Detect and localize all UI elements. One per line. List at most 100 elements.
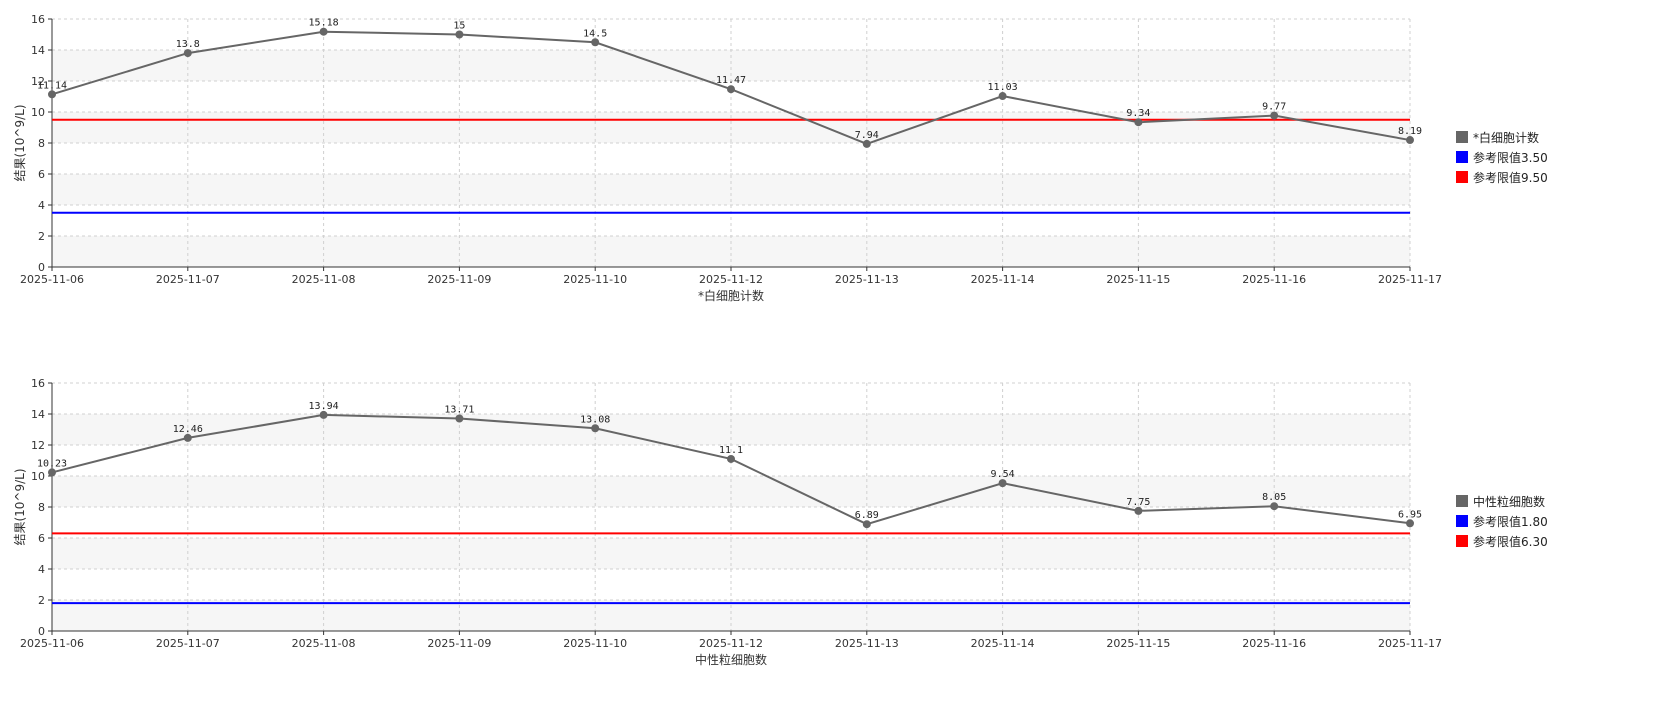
data-label: 13.08 <box>580 414 610 425</box>
data-point <box>455 30 464 39</box>
x-tick-label: 2025-11-17 <box>1378 273 1442 286</box>
data-label: 11.14 <box>37 80 67 91</box>
y-tick-label: 2 <box>38 594 45 607</box>
x-tick-label: 2025-11-08 <box>292 273 356 286</box>
data-point <box>183 433 192 442</box>
y-tick-label: 16 <box>31 377 45 390</box>
data-label: 9.34 <box>1126 108 1150 119</box>
y-tick-label: 6 <box>38 168 45 181</box>
legend-swatch <box>1456 535 1468 547</box>
data-point <box>591 424 600 433</box>
data-label: 8.05 <box>1262 492 1286 503</box>
data-label: 7.94 <box>855 130 879 141</box>
data-label: 11.47 <box>716 75 746 86</box>
x-tick-label: 2025-11-16 <box>1242 273 1306 286</box>
x-tick-label: 2025-11-07 <box>156 637 220 650</box>
y-tick-label: 12 <box>31 75 45 88</box>
data-label: 11.1 <box>719 445 743 456</box>
x-tick-label: 2025-11-10 <box>563 273 627 286</box>
x-tick-label: 2025-11-13 <box>835 637 899 650</box>
x-axis-title: 中性粒细胞数 <box>695 652 767 667</box>
y-tick-label: 2 <box>38 230 45 243</box>
x-tick-label: 2025-11-13 <box>835 273 899 286</box>
data-label: 8.19 <box>1398 126 1422 137</box>
y-tick-label: 12 <box>31 439 45 452</box>
legend-label: 参考限值1.80 <box>1473 514 1548 529</box>
data-point <box>591 38 600 47</box>
data-point <box>1134 118 1143 127</box>
data-point <box>1270 111 1279 120</box>
data-label: 15.18 <box>309 18 339 29</box>
data-point <box>455 414 464 423</box>
y-tick-label: 14 <box>31 408 45 421</box>
data-label: 13.8 <box>176 39 200 50</box>
legend-label: 参考限值6.30 <box>1473 534 1548 549</box>
wbc-chart: 0 2 4 6 8 10 12 14 16 2025-11-06 2025-11-07 2025-11… <box>13 13 1548 303</box>
data-label: 9.77 <box>1262 102 1286 113</box>
legend-swatch <box>1456 495 1468 507</box>
data-point <box>727 454 735 463</box>
y-tick-label: 10 <box>31 106 45 119</box>
wbc-chart-svg: 0 2 4 6 8 10 12 14 16 2025-11-06 2025-11-07 2025-11… <box>13 13 1548 303</box>
data-label: 11.03 <box>988 82 1018 93</box>
data-point <box>998 479 1007 488</box>
data-point <box>862 139 871 148</box>
data-label: 6.95 <box>1398 509 1422 520</box>
legend-swatch <box>1456 151 1468 163</box>
legend-label: *白细胞计数 <box>1473 130 1539 145</box>
y-tick-label: 8 <box>38 137 45 150</box>
y-tick-label: 16 <box>31 13 45 26</box>
series-group: 11.14 13.8 15.18 15 14.5 11.47 7.94 11.03 9.34 9.… <box>37 18 1422 148</box>
x-tick-label: 2025-11-06 <box>20 273 84 286</box>
x-tick-label: 2025-11-14 <box>971 637 1035 650</box>
axes: 0 2 4 6 8 10 12 14 16 2025-11-06 2025-11-07 2025-11… <box>20 13 1442 286</box>
series-group: 10.23 12.46 13.94 13.71 13.08 11.1 6.89 9.54 7.7… <box>37 401 1422 529</box>
reference-lines <box>52 532 1410 605</box>
data-label: 13.94 <box>309 401 339 412</box>
data-point <box>727 85 735 94</box>
x-tick-label: 2025-11-17 <box>1378 637 1442 650</box>
x-tick-label: 2025-11-16 <box>1242 637 1306 650</box>
data-label: 6.89 <box>855 510 879 521</box>
x-tick-label: 2025-11-06 <box>20 637 84 650</box>
data-point <box>183 49 192 58</box>
neutrophil-chart: 0 2 4 6 8 10 12 14 16 2025-11-06 2025-11-07 2025-11… <box>0 364 1653 728</box>
data-label: 10.23 <box>37 458 67 469</box>
legend-label: 参考限值9.50 <box>1473 170 1548 185</box>
data-point <box>48 468 56 477</box>
y-tick-label: 4 <box>38 199 45 212</box>
x-tick-label: 2025-11-10 <box>563 637 627 650</box>
legend-swatch <box>1456 171 1468 183</box>
y-tick-label: 8 <box>38 501 45 514</box>
data-label: 15 <box>453 21 465 32</box>
y-tick-label: 4 <box>38 563 45 576</box>
data-point <box>1134 506 1143 515</box>
y-tick-label: 0 <box>38 261 45 274</box>
grid-band <box>52 236 1410 267</box>
data-label: 13.71 <box>444 404 474 415</box>
y-tick-label: 0 <box>38 625 45 638</box>
data-label: 12.46 <box>173 424 203 435</box>
legend-swatch <box>1456 131 1468 143</box>
y-tick-label: 14 <box>31 44 45 57</box>
data-label: 14.5 <box>583 28 607 39</box>
data-point <box>48 90 56 99</box>
y-tick-label: 6 <box>38 532 45 545</box>
legend-label: 中性粒细胞数 <box>1473 494 1545 509</box>
data-label: 7.75 <box>1126 497 1150 508</box>
legend-label: 参考限值3.50 <box>1473 150 1548 165</box>
grid-band <box>52 600 1410 631</box>
data-point <box>319 410 328 419</box>
data-label: 9.54 <box>991 469 1015 480</box>
data-point <box>1270 502 1279 511</box>
x-tick-label: 2025-11-09 <box>427 273 491 286</box>
y-axis-title: 结果(10^9/L) <box>13 468 27 545</box>
x-tick-label: 2025-11-07 <box>156 273 220 286</box>
data-point <box>1406 136 1414 145</box>
data-point <box>862 520 871 529</box>
grid-band <box>52 414 1410 445</box>
data-point <box>1406 519 1414 528</box>
x-axis-title: *白细胞计数 <box>698 288 764 303</box>
